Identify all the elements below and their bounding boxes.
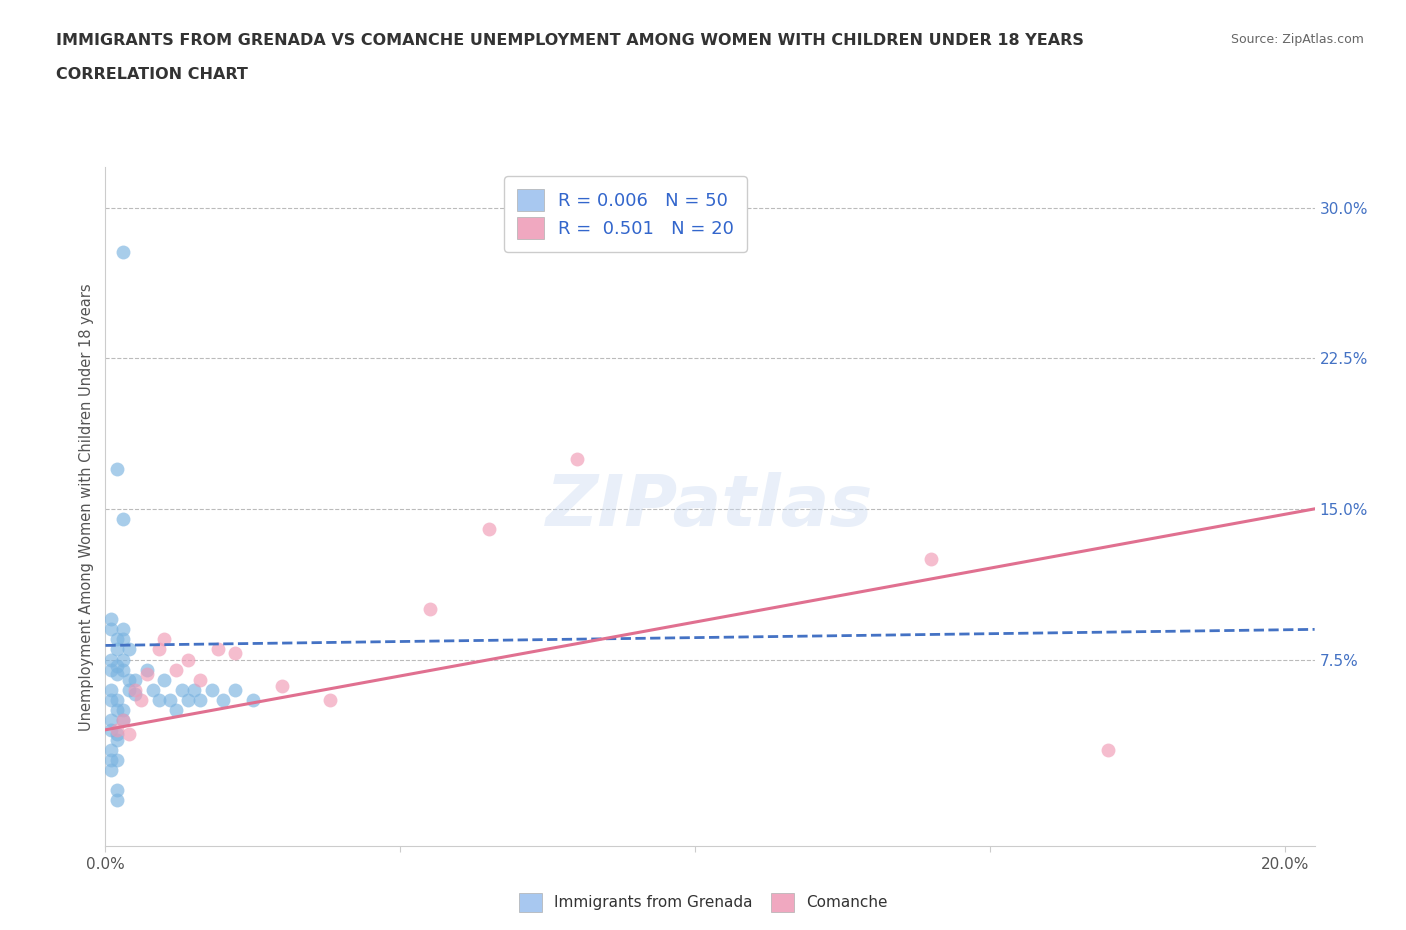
Point — [153, 632, 176, 647]
Point — [224, 683, 246, 698]
Point — [105, 752, 128, 767]
Point — [105, 792, 128, 807]
Point — [135, 666, 157, 681]
Point — [105, 632, 128, 647]
Point — [100, 662, 122, 677]
Point — [112, 622, 135, 637]
Point — [112, 245, 135, 259]
Point — [201, 683, 224, 698]
Point — [118, 642, 141, 657]
Text: Source: ZipAtlas.com: Source: ZipAtlas.com — [1230, 33, 1364, 46]
Point — [271, 678, 294, 693]
Point — [105, 666, 128, 681]
Point — [112, 652, 135, 667]
Point — [100, 723, 122, 737]
Point — [105, 723, 128, 737]
Point — [124, 683, 146, 698]
Point — [183, 683, 205, 698]
Point — [172, 683, 194, 698]
Point — [105, 702, 128, 717]
Point — [118, 726, 141, 741]
Y-axis label: Unemployment Among Women with Children Under 18 years: Unemployment Among Women with Children U… — [79, 283, 94, 731]
Point — [112, 632, 135, 647]
Point — [100, 692, 122, 707]
Point — [112, 512, 135, 526]
Point — [100, 683, 122, 698]
Point — [188, 692, 211, 707]
Point — [100, 612, 122, 627]
Point — [148, 692, 170, 707]
Point — [224, 646, 246, 661]
Point — [124, 672, 146, 687]
Point — [118, 683, 141, 698]
Point — [177, 652, 200, 667]
Point — [105, 733, 128, 748]
Point — [112, 712, 135, 727]
Point — [165, 702, 187, 717]
Legend: Immigrants from Grenada, Comanche: Immigrants from Grenada, Comanche — [513, 887, 893, 918]
Point — [105, 658, 128, 673]
Point — [124, 686, 146, 701]
Text: CORRELATION CHART: CORRELATION CHART — [56, 67, 247, 82]
Point — [112, 662, 135, 677]
Point — [478, 522, 501, 537]
Point — [567, 451, 589, 466]
Text: IMMIGRANTS FROM GRENADA VS COMANCHE UNEMPLOYMENT AMONG WOMEN WITH CHILDREN UNDER: IMMIGRANTS FROM GRENADA VS COMANCHE UNEM… — [56, 33, 1084, 47]
Legend: R = 0.006   N = 50, R =  0.501   N = 20: R = 0.006 N = 50, R = 0.501 N = 20 — [503, 177, 747, 252]
Point — [100, 752, 122, 767]
Point — [105, 461, 128, 476]
Point — [242, 692, 264, 707]
Point — [100, 742, 122, 757]
Point — [118, 672, 141, 687]
Point — [112, 712, 135, 727]
Point — [100, 622, 122, 637]
Point — [100, 763, 122, 777]
Point — [177, 692, 200, 707]
Point — [100, 712, 122, 727]
Point — [100, 652, 122, 667]
Point — [105, 783, 128, 798]
Point — [105, 726, 128, 741]
Point — [188, 672, 211, 687]
Point — [129, 692, 152, 707]
Point — [207, 642, 229, 657]
Point — [165, 662, 187, 677]
Point — [419, 602, 441, 617]
Point — [112, 702, 135, 717]
Point — [153, 672, 176, 687]
Point — [159, 692, 181, 707]
Point — [920, 551, 942, 566]
Point — [318, 692, 340, 707]
Point — [148, 642, 170, 657]
Point — [105, 642, 128, 657]
Point — [142, 683, 165, 698]
Point — [105, 692, 128, 707]
Point — [212, 692, 235, 707]
Point — [1097, 742, 1119, 757]
Text: ZIPatlas: ZIPatlas — [547, 472, 873, 541]
Point — [135, 662, 157, 677]
